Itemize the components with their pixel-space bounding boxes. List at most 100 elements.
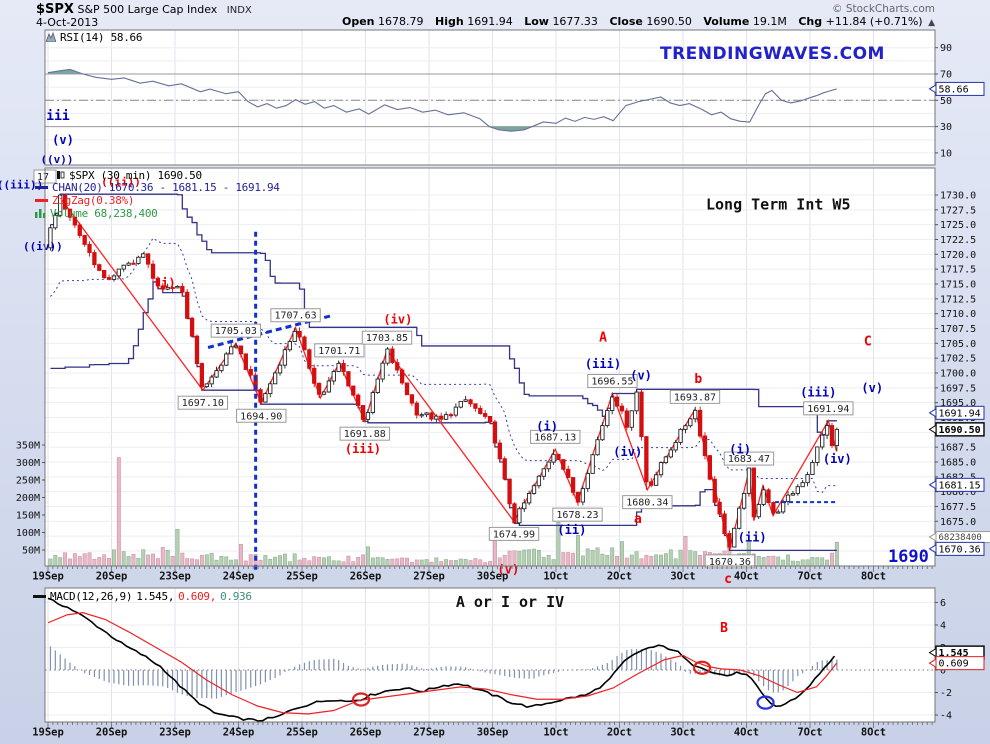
svg-text:10: 10: [940, 148, 952, 159]
svg-text:(v): (v): [861, 381, 883, 395]
symbol: $SPX: [36, 2, 74, 17]
svg-text:1691.88: 1691.88: [344, 429, 386, 440]
zigzag-legend-label: ZigZag(0.38%): [52, 193, 135, 207]
svg-text:27Sep: 27Sep: [413, 571, 445, 583]
macd-value-3: 0.936: [220, 589, 252, 603]
svg-text:24Sep: 24Sep: [223, 727, 255, 739]
svg-text:((ii)): ((ii)): [101, 175, 141, 188]
copyright: © StockCharts.com: [832, 3, 935, 15]
svg-text:1680.0: 1680.0: [940, 487, 976, 498]
macd-value-2: 0.609,: [178, 589, 217, 603]
svg-text:b: b: [694, 372, 702, 387]
svg-text:iii: iii: [46, 109, 70, 124]
svg-text:50M: 50M: [22, 546, 40, 557]
svg-text:(iv): (iv): [823, 452, 852, 466]
svg-text:3Oct: 3Oct: [670, 727, 695, 739]
svg-text:1705.0: 1705.0: [940, 339, 976, 350]
svg-text:1725.0: 1725.0: [940, 220, 976, 231]
chg-label: Chg: [798, 15, 823, 28]
svg-text:20Sep: 20Sep: [96, 727, 128, 739]
svg-text:(i): (i): [729, 443, 751, 457]
svg-text:200M: 200M: [16, 493, 40, 504]
svg-text:1715.0: 1715.0: [940, 279, 976, 290]
svg-text:70: 70: [940, 70, 952, 81]
price-legend-label: $SPX (30 min) 1690.50: [69, 168, 202, 182]
macd-line-icon: [33, 594, 46, 598]
volume-value: 19.1M: [752, 15, 787, 28]
svg-text:2Oct: 2Oct: [607, 571, 632, 583]
volume-legend-label: Volume 68,238,400: [50, 206, 158, 220]
svg-text:4: 4: [940, 621, 946, 632]
svg-text:1727.5: 1727.5: [940, 205, 976, 216]
svg-text:1710.0: 1710.0: [940, 309, 976, 320]
svg-text:1691.94: 1691.94: [939, 408, 981, 419]
svg-text:4Oct: 4Oct: [734, 727, 759, 739]
candlestick-icon: [57, 171, 65, 180]
svg-text:((v)): ((v)): [40, 153, 73, 166]
svg-text:(v): (v): [52, 133, 74, 147]
chart-date: 4-Oct-2013: [36, 16, 99, 29]
svg-text:a: a: [634, 512, 642, 527]
svg-text:250M: 250M: [16, 476, 40, 487]
svg-text:-2: -2: [940, 688, 952, 699]
svg-text:8Oct: 8Oct: [861, 571, 886, 583]
svg-text:50: 50: [940, 96, 952, 107]
svg-text:1674.99: 1674.99: [493, 529, 535, 540]
svg-text:1705.03: 1705.03: [215, 326, 257, 337]
svg-text:A: A: [599, 330, 607, 345]
watermark: TRENDINGWAVES.COM: [660, 44, 885, 64]
svg-text:30Sep: 30Sep: [477, 727, 509, 739]
svg-text:1675.0: 1675.0: [940, 517, 976, 528]
svg-text:1722.5: 1722.5: [940, 235, 976, 246]
svg-text:1690.50: 1690.50: [939, 425, 981, 436]
svg-text:25Sep: 25Sep: [286, 571, 318, 583]
svg-text:7Oct: 7Oct: [797, 727, 822, 739]
rsi-legend-label: RSI(14) 58.66: [60, 30, 143, 44]
svg-text:1681.15: 1681.15: [939, 480, 981, 491]
high-label: High: [435, 15, 464, 28]
open-label: Open: [341, 15, 375, 28]
svg-text:((iv)): ((iv)): [23, 240, 63, 253]
svg-text:8Oct: 8Oct: [861, 727, 886, 739]
svg-text:C: C: [864, 335, 872, 350]
svg-text:90: 90: [940, 43, 952, 54]
svg-text:1694.90: 1694.90: [240, 411, 282, 422]
svg-text:1691.94: 1691.94: [807, 404, 849, 415]
svg-text:19Sep: 19Sep: [32, 727, 64, 739]
svg-text:4Oct: 4Oct: [734, 571, 759, 583]
svg-text:-4: -4: [940, 711, 952, 722]
rsi-legend: RSI(14) 58.66: [46, 30, 143, 44]
symbol-name: S&P 500 Large Cap Index: [77, 3, 218, 16]
svg-text:2Oct: 2Oct: [607, 727, 632, 739]
svg-text:Long Term Int W5: Long Term Int W5: [706, 196, 851, 214]
svg-text:1696.55: 1696.55: [591, 376, 633, 387]
svg-text:1720.0: 1720.0: [940, 250, 976, 261]
svg-text:c: c: [724, 572, 732, 587]
svg-text:26Sep: 26Sep: [350, 727, 382, 739]
svg-text:300M: 300M: [16, 458, 40, 469]
quote-bar: Open 1678.79 High 1691.94 Low 1677.33 Cl…: [334, 15, 935, 28]
rsi-mountain-icon: [46, 32, 56, 43]
chart-header: $SPX S&P 500 Large Cap Index INDX: [36, 2, 252, 17]
svg-text:(iii): (iii): [345, 442, 381, 456]
channel-legend-label: CHAN(20) 1670.36 - 1681.15 - 1691.94: [52, 181, 280, 195]
chg-value: +11.84 (+0.71%): [825, 15, 923, 28]
svg-text:1.545: 1.545: [939, 648, 969, 659]
svg-text:1682.5: 1682.5: [940, 472, 976, 483]
svg-text:((iii)): ((iii)): [0, 178, 43, 191]
svg-text:1717.5: 1717.5: [940, 265, 976, 276]
svg-text:0: 0: [940, 666, 946, 677]
svg-text:1695.0: 1695.0: [940, 398, 976, 409]
svg-text:1701.71: 1701.71: [318, 346, 360, 357]
svg-text:25Sep: 25Sep: [286, 727, 318, 739]
svg-text:1670.36: 1670.36: [709, 557, 751, 568]
svg-text:(iv): (iv): [383, 313, 412, 327]
close-value: 1690.50: [646, 15, 692, 28]
svg-text:68238400: 68238400: [939, 533, 982, 543]
svg-text:1693.87: 1693.87: [674, 392, 716, 403]
svg-text:58.66: 58.66: [939, 84, 969, 95]
svg-text:26Sep: 26Sep: [350, 571, 382, 583]
svg-text:1687.13: 1687.13: [534, 432, 576, 443]
svg-text:1683.47: 1683.47: [728, 454, 770, 465]
